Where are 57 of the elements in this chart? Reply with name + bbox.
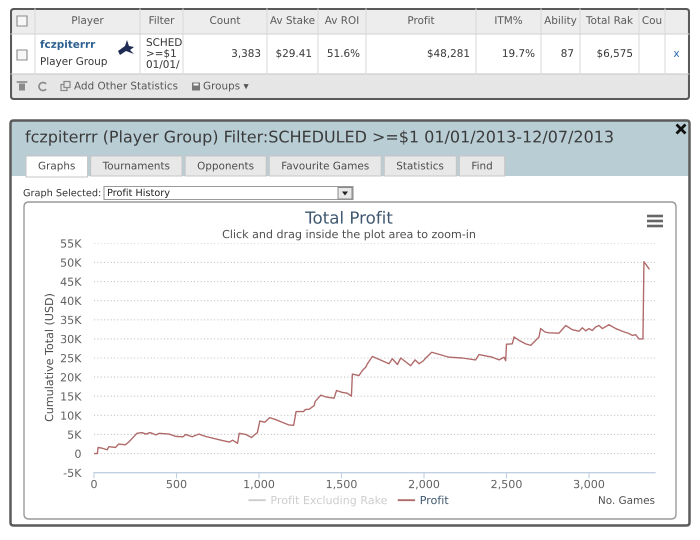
category-label: Tournaments — [102, 162, 170, 170]
category-label: Find — [472, 161, 492, 170]
category-label: Filter — [150, 16, 174, 24]
text: Add Other Statistics — [74, 81, 178, 90]
text: Groups ▾ — [204, 82, 249, 92]
text: x — [674, 51, 680, 57]
category-label: Cou — [642, 16, 662, 24]
category-label: Favourite Games — [282, 161, 369, 170]
y-axis-title: Cumulative Total (USD) — [44, 294, 55, 422]
text: 19.7% — [503, 49, 534, 58]
text: 51.6% — [328, 49, 360, 58]
text: $48,281 — [428, 48, 470, 58]
chart-title: Total Profit — [305, 210, 392, 224]
text: $29.41 — [276, 48, 312, 58]
category-label: Av ROI — [324, 16, 358, 24]
y-tick-label: 35K — [60, 316, 82, 324]
category-label: Count — [210, 16, 240, 24]
y-tick-label: 10K — [61, 411, 82, 420]
category-label: Av Stake — [270, 16, 315, 24]
y-tick-label: -5K — [64, 468, 82, 478]
text: SCHED >=$1 01/01/ — [146, 38, 182, 69]
x-tick-label: 3,000 — [574, 480, 604, 490]
category-label: ITM% — [495, 16, 522, 24]
x-tick-label: 2,000 — [408, 480, 440, 490]
x-tick-label: 1,500 — [326, 480, 357, 490]
line-series — [94, 260, 650, 454]
y-tick-label: 55K — [60, 239, 82, 248]
category-label: Player — [72, 16, 104, 26]
text: Graph Selected: — [24, 188, 100, 198]
category-label: Graphs — [38, 161, 75, 172]
x-tick-label: 2,500 — [491, 480, 522, 490]
chart-subtitle: Click and drag inside the plot area to zoom-in — [222, 230, 475, 240]
category-label: Profit — [408, 16, 434, 24]
y-tick-label: 5K — [68, 430, 82, 439]
category-label: Ability — [544, 16, 577, 26]
category-label: Statistics — [396, 161, 444, 170]
category-label: Total Rak — [586, 16, 633, 24]
category-label: Opponents — [198, 162, 254, 172]
y-tick-label: 20K — [60, 373, 82, 382]
text: 87 — [561, 49, 574, 58]
y-tick-label: 15K — [61, 392, 82, 401]
x-tick-label: 500 — [166, 480, 186, 488]
text: fczpiterrr (Player Group) Filter:SCHEDULED >=$1 01/01/2013-12/07/2013 — [25, 130, 613, 146]
text: Profit History — [108, 188, 170, 198]
x-axis-title: No. Games — [598, 496, 654, 504]
y-tick-label: 45K — [60, 278, 82, 286]
text: fczpiterrr Player Group — [40, 40, 107, 68]
text: $6,575 — [597, 48, 632, 58]
y-tick-label: 0 — [75, 450, 81, 458]
x-tick-label: 1,000 — [244, 480, 274, 490]
y-tick-label: 50K — [60, 258, 82, 267]
legend-label: Profit — [420, 496, 448, 504]
y-tick-label: 25K — [60, 354, 82, 362]
y-tick-label: 40K — [60, 296, 82, 306]
text: 3,383 — [232, 49, 260, 58]
y-tick-label: 30K — [60, 334, 82, 344]
x-tick-label: 0 — [91, 480, 97, 488]
